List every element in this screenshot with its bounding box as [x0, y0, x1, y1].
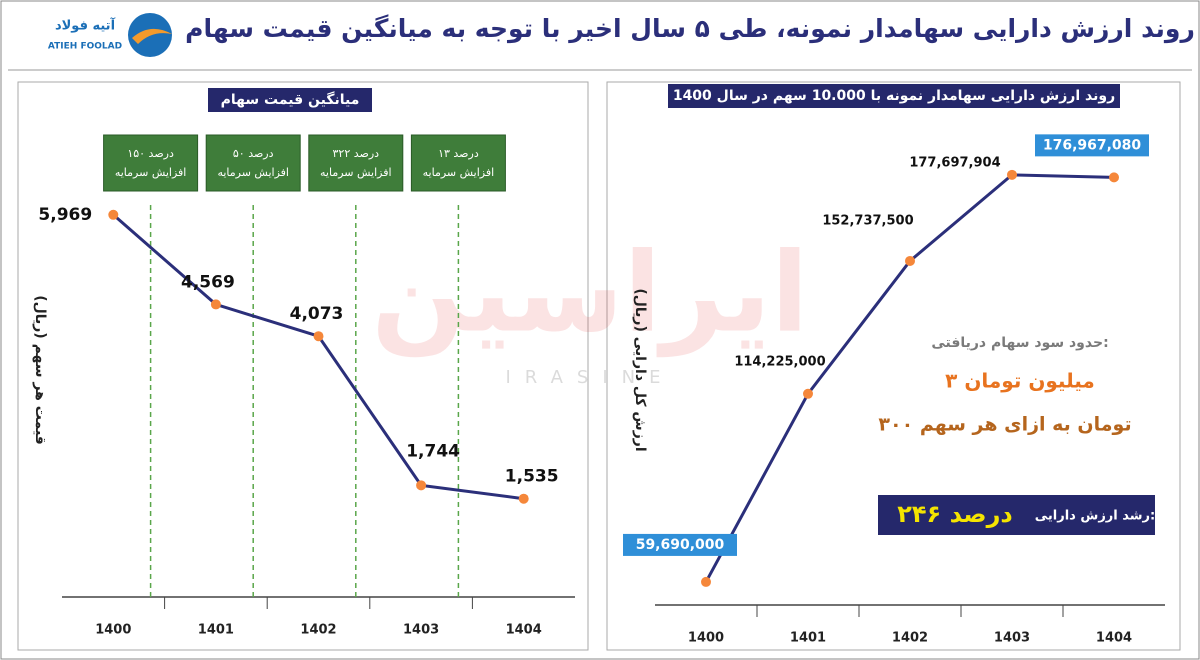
- x-tick-label: 1401: [198, 623, 234, 638]
- annotation-box: [205, 134, 301, 192]
- annotation-text: افزایش سرمایه: [423, 166, 495, 179]
- annotation-percent: ۱۳ درصد: [438, 147, 479, 160]
- logo-text: آتیه فولاد: [55, 17, 116, 34]
- growth-value: ۲۴۶ درصد: [897, 500, 1013, 528]
- x-tick-label: 1400: [95, 623, 131, 638]
- annotation-text: افزایش سرمایه: [115, 166, 187, 179]
- x-tick-label: 1404: [506, 623, 542, 638]
- x-tick-label: 1402: [300, 623, 336, 638]
- annotation-percent: ۱۵۰ درصد: [127, 147, 174, 160]
- annotation-text: افزایش سرمایه: [320, 166, 392, 179]
- annotation-box: [308, 134, 404, 192]
- annotation-box: [410, 134, 506, 192]
- x-tick-label: 1403: [994, 631, 1030, 646]
- chart-title-box: [668, 84, 1120, 108]
- right-panel: [606, 81, 1181, 651]
- point: [905, 255, 915, 266]
- value-label: 176,967,080: [1043, 137, 1142, 153]
- dividend-per-share: ۳۰۰ تومان به ازای هر سهم: [878, 414, 1131, 436]
- x-tick-label: 1400: [688, 631, 724, 646]
- x-tick-label: 1403: [403, 623, 439, 638]
- chart-title-box: [208, 88, 372, 112]
- annotation-percent: ۵۰ درصد: [233, 147, 274, 160]
- point: [313, 331, 324, 342]
- left-panel: [17, 81, 589, 651]
- annotation-text: افزایش سرمایه: [217, 166, 289, 179]
- value-label-box: [1035, 134, 1149, 157]
- chart-title: روند ارزش دارایی سهامدار نمونه با 10.000…: [673, 88, 1115, 104]
- y-axis-label: قیمت هر سهم (ریال): [32, 295, 48, 445]
- point: [1109, 172, 1119, 183]
- point: [518, 493, 529, 504]
- value-label: 114,225,000: [734, 354, 825, 369]
- value-label-box: [623, 533, 737, 556]
- dividend-total: ۳ میلیون تومان: [945, 369, 1095, 393]
- chart-title: میانگین قیمت سهام: [221, 91, 360, 108]
- value-label: 1,744: [406, 441, 460, 461]
- logo-swoosh: [132, 28, 172, 44]
- point: [803, 388, 813, 399]
- value-label: 59,690,000: [636, 537, 725, 553]
- point: [108, 209, 119, 220]
- point: [210, 299, 221, 310]
- page-title: روند ارزش دارایی سهامدار نمونه، طی ۵ سال…: [185, 14, 1195, 44]
- x-tick-label: 1404: [1096, 631, 1132, 646]
- annotation-box: [103, 134, 199, 192]
- logo-text-en: ATIEH FOOLAD: [48, 42, 122, 52]
- value-label: 152,737,500: [822, 213, 913, 228]
- y-axis-label: ارزش کل دارایی (ریال): [632, 288, 648, 451]
- value-label: 5,969: [38, 205, 92, 225]
- value-label: 177,697,904: [909, 155, 1000, 170]
- point: [1007, 169, 1017, 180]
- x-tick-label: 1402: [892, 631, 928, 646]
- point: [416, 480, 427, 491]
- value-label: 4,569: [181, 272, 235, 292]
- point: [701, 576, 711, 587]
- growth-label: رشد ارزش دارایی:: [1035, 509, 1156, 524]
- growth-box: [878, 495, 1155, 535]
- watermark-en: IRASINE: [506, 367, 675, 388]
- watermark: ایراسین: [371, 228, 808, 357]
- dividend-label: حدود سود سهام دریافتی:: [931, 335, 1108, 351]
- annotation-percent: ۳۲۲ درصد: [333, 147, 380, 160]
- x-tick-label: 1401: [790, 631, 826, 646]
- value-label: 1,535: [505, 467, 559, 487]
- value-label: 4,073: [290, 304, 344, 324]
